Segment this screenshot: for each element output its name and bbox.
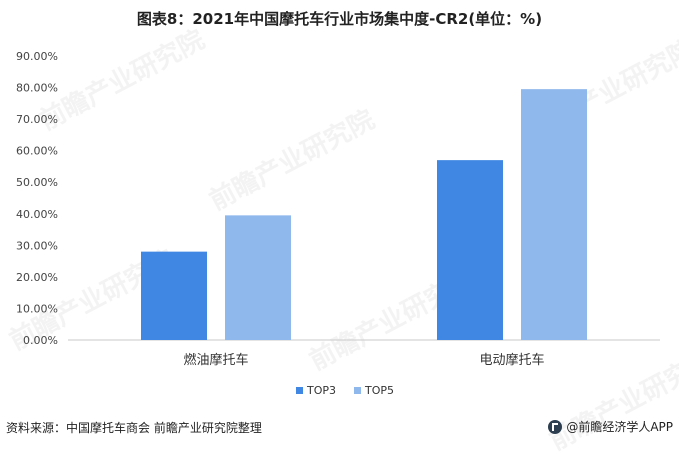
bar-top5	[521, 89, 587, 340]
y-axis: 0.00% 10.00% 20.00% 30.00% 40.00% 50.00% 60.00…	[16, 50, 58, 347]
legend-label: TOP5	[364, 384, 394, 397]
legend-label: TOP3	[306, 384, 336, 397]
legend-swatch	[296, 387, 303, 394]
bar-top5	[225, 215, 291, 340]
legend: TOP3 TOP5	[296, 384, 394, 397]
y-tick-label: 40.00%	[16, 208, 58, 221]
chart-title: 图表8：2021年中国摩托车行业市场集中度-CR2(单位：%)	[136, 10, 543, 28]
y-tick-label: 60.00%	[16, 145, 58, 158]
x-category-label: 电动摩托车	[479, 352, 544, 368]
y-tick-label: 0.00%	[23, 334, 58, 347]
x-axis: 燃油摩托车 电动摩托车	[68, 339, 660, 368]
source-note: 资料来源：中国摩托车商会 前瞻产业研究院整理	[6, 421, 262, 435]
legend-swatch	[354, 387, 361, 394]
y-tick-label: 90.00%	[16, 50, 58, 63]
brand-credit: @前瞻经济学人APP	[548, 418, 673, 435]
bar-chart: 0.00% 10.00% 20.00% 30.00% 40.00% 50.00% 60.00…	[16, 50, 660, 397]
y-tick-label: 30.00%	[16, 239, 58, 252]
x-category-label: 燃油摩托车	[183, 352, 248, 368]
y-tick-label: 10.00%	[16, 302, 58, 315]
qianzhan-logo-icon	[548, 419, 563, 434]
y-tick-label: 70.00%	[16, 113, 58, 126]
y-tick-label: 50.00%	[16, 176, 58, 189]
brand-label: @前瞻经济学人APP	[566, 420, 673, 434]
bar-top3	[141, 251, 207, 340]
y-tick-label: 20.00%	[16, 271, 58, 284]
bar-top3	[437, 160, 503, 340]
bars	[141, 89, 587, 340]
y-tick-label: 80.00%	[16, 82, 58, 95]
